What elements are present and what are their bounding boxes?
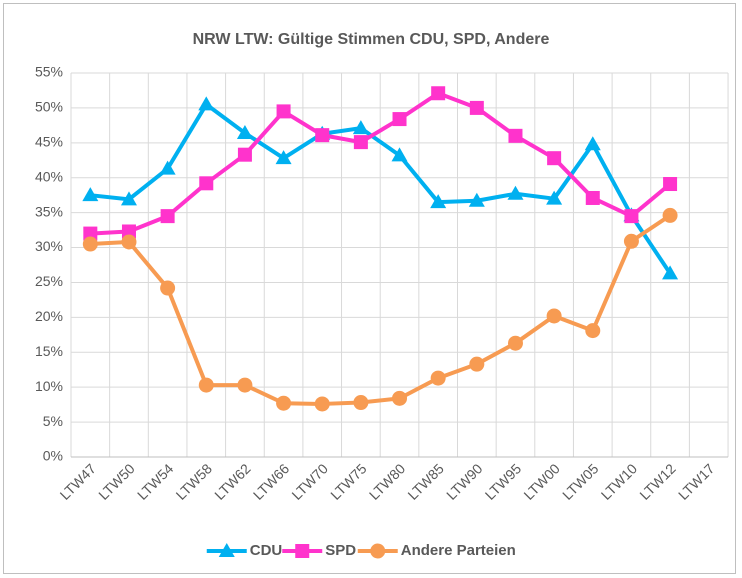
marker xyxy=(160,280,176,296)
marker xyxy=(276,104,291,119)
marker xyxy=(314,396,330,412)
line xyxy=(90,102,672,275)
marker xyxy=(546,308,562,324)
marker xyxy=(546,190,563,205)
marker xyxy=(662,265,679,280)
marker xyxy=(352,120,369,135)
marker xyxy=(469,356,485,372)
marker xyxy=(468,192,485,207)
legend-label: SPD xyxy=(325,542,356,559)
series xyxy=(82,96,679,280)
marker xyxy=(82,187,99,202)
marker xyxy=(275,150,292,165)
line xyxy=(90,91,672,236)
marker xyxy=(83,226,98,241)
legend-label: CDU xyxy=(250,542,283,559)
marker xyxy=(392,112,407,127)
marker xyxy=(82,236,98,252)
y-tick-label: 45% xyxy=(35,134,63,150)
marker xyxy=(431,86,446,101)
y-tick-label: 35% xyxy=(35,203,63,219)
marker xyxy=(585,190,600,205)
marker xyxy=(121,234,137,250)
y-tick-label: 20% xyxy=(35,308,63,324)
marker xyxy=(392,390,408,406)
marker xyxy=(198,377,214,393)
marker xyxy=(121,224,136,239)
marker xyxy=(218,543,235,557)
marker xyxy=(198,96,215,111)
marker xyxy=(120,191,137,206)
marker xyxy=(295,544,310,558)
marker xyxy=(370,543,386,559)
marker xyxy=(624,209,639,224)
y-tick-label: 40% xyxy=(35,168,63,184)
y-tick-label: 25% xyxy=(35,273,63,289)
line xyxy=(90,213,672,406)
marker xyxy=(199,176,214,191)
marker xyxy=(159,160,176,175)
marker xyxy=(623,233,639,249)
marker xyxy=(508,128,523,143)
marker xyxy=(315,128,330,143)
marker xyxy=(160,209,175,224)
marker xyxy=(547,151,562,166)
y-tick-label: 30% xyxy=(35,238,63,254)
legend-label: Andere Parteien xyxy=(401,542,516,559)
marker xyxy=(236,125,253,140)
marker xyxy=(276,395,292,411)
marker xyxy=(584,136,601,151)
marker xyxy=(237,377,253,393)
marker xyxy=(469,100,484,115)
marker xyxy=(585,323,601,339)
marker xyxy=(237,147,252,162)
y-tick-label: 50% xyxy=(35,99,63,115)
y-tick-label: 10% xyxy=(35,378,63,394)
series xyxy=(82,207,678,412)
marker xyxy=(353,135,368,150)
marker xyxy=(507,185,524,200)
chart-title: NRW LTW: Gültige Stimmen CDU, SPD, Ander… xyxy=(193,31,550,48)
marker xyxy=(430,370,446,386)
marker xyxy=(391,147,408,162)
marker xyxy=(507,335,523,351)
y-tick-label: 15% xyxy=(35,343,63,359)
chart-frame xyxy=(3,3,736,574)
series xyxy=(83,86,678,241)
marker xyxy=(663,177,678,192)
marker xyxy=(430,194,447,209)
marker xyxy=(353,395,369,411)
y-tick-label: 55% xyxy=(35,64,63,80)
y-tick-label: 0% xyxy=(43,448,63,464)
marker xyxy=(662,207,678,223)
y-tick-label: 5% xyxy=(43,413,63,429)
